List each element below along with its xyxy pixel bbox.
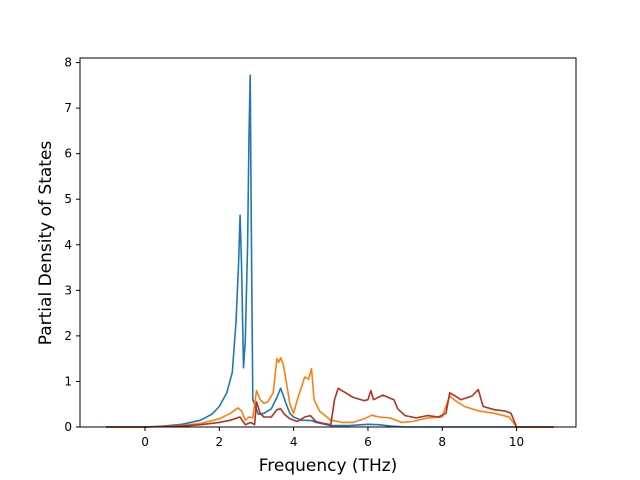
- x-axis-label: Frequency (THz): [259, 456, 398, 476]
- x-tick-label: 4: [290, 435, 298, 449]
- series-line-3: [106, 387, 554, 428]
- x-tick-label: 2: [216, 435, 224, 449]
- series-line-2: [106, 356, 554, 428]
- y-tick-label: 3: [64, 283, 72, 297]
- plot-frame: [79, 57, 577, 428]
- x-tick-label: 0: [141, 435, 149, 449]
- y-tick-label: 4: [64, 238, 72, 252]
- y-tick-label: 1: [64, 374, 72, 388]
- y-tick-label: 2: [64, 329, 72, 343]
- y-tick-label: 8: [64, 56, 72, 70]
- y-axis-ticks: 0 1 2 3 4 5 6 7 8: [64, 56, 80, 434]
- x-tick-label: 10: [509, 435, 524, 449]
- plot-background: [80, 58, 576, 427]
- y-tick-label: 5: [64, 192, 72, 206]
- y-tick-label: 6: [64, 147, 72, 161]
- x-tick-label: 8: [438, 435, 446, 449]
- y-axis-label: Partial Density of States: [36, 141, 56, 346]
- y-tick-label: 7: [64, 101, 72, 115]
- x-axis-ticks: 0 2 4 6 8 10: [141, 427, 524, 449]
- x-tick-label: 6: [364, 435, 372, 449]
- series-layer: [106, 74, 554, 428]
- y-tick-label: 0: [64, 420, 72, 434]
